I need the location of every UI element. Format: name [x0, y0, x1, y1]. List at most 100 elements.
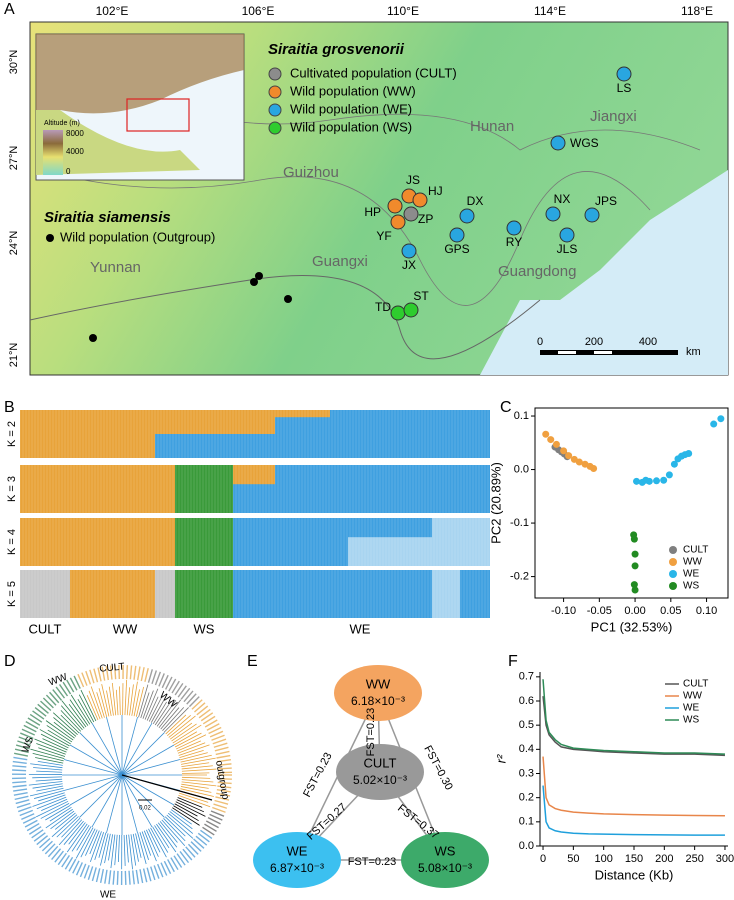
tip-label: [213, 803, 228, 809]
province: Guangdong: [498, 263, 576, 280]
tip-label: [51, 848, 62, 860]
tree-branch: [80, 828, 96, 858]
site: [401, 243, 417, 259]
tip-label: [132, 870, 135, 885]
line: [542, 785, 725, 836]
tree-branch: [119, 686, 121, 716]
province: Yunnan: [90, 259, 141, 276]
tree-branch: [172, 724, 202, 744]
tip-label: [12, 769, 27, 772]
admixture-block: [20, 570, 70, 618]
tree-branch: [77, 699, 93, 724]
tip-label: [49, 691, 60, 704]
y-tick-label: 0.1: [514, 410, 529, 422]
legend-label: WW: [683, 557, 702, 568]
tip-label: [27, 717, 41, 726]
admixture-block: [175, 465, 233, 513]
tip-label: [150, 866, 156, 881]
tree-branch: [88, 690, 101, 720]
tree-branch: [33, 767, 63, 771]
legend-label: WE: [683, 703, 699, 714]
legend-label: CULT: [683, 679, 708, 690]
tree-branch: [174, 732, 202, 748]
x-tick-label: 0.10: [696, 605, 717, 617]
point: [590, 464, 598, 472]
legend-marker: [669, 570, 677, 578]
tree-branch: [121, 744, 175, 776]
tip-label: [112, 870, 115, 885]
tip-label: [139, 869, 144, 884]
panel-letter: D: [4, 653, 16, 670]
x-tick-label: 300: [716, 853, 734, 865]
tip-label: [161, 674, 169, 689]
site-label: JS: [406, 173, 420, 187]
tree-branch: [139, 832, 149, 860]
tip-label: [14, 748, 29, 754]
y-tick-label: 0.5: [519, 719, 534, 731]
map-bg: [29, 21, 729, 376]
province: Hunan: [470, 118, 514, 135]
tip-label: [81, 672, 88, 686]
tree-branch: [158, 699, 182, 728]
k-label: K = 5: [6, 581, 18, 607]
tip-label: [214, 799, 229, 805]
tip-label: [171, 680, 180, 694]
tree-branch: [80, 689, 97, 722]
tree-branch: [63, 759, 123, 776]
tip-label: [206, 723, 220, 731]
tip-label: [12, 780, 27, 784]
tree-branch: [179, 749, 204, 759]
legend-dot: [268, 85, 282, 99]
tree-branch: [163, 818, 186, 842]
site-label: YF: [376, 229, 391, 243]
tree-branch: [106, 774, 123, 834]
tree-branch: [68, 704, 87, 728]
site: [390, 214, 406, 230]
tip-label: [193, 838, 205, 849]
site: [403, 206, 419, 222]
admixture-block: [233, 465, 490, 513]
tip-label: [101, 666, 106, 681]
tree-branch: [162, 707, 185, 731]
tip-label: [197, 832, 210, 843]
tree-branch: [160, 707, 180, 730]
admixture-block: [20, 518, 175, 566]
tree-branch: [121, 722, 153, 776]
site-label: HP: [364, 205, 381, 219]
tip-label: [19, 809, 33, 817]
node: [334, 665, 422, 721]
tip-label: [212, 738, 227, 745]
tree-branch: [30, 748, 65, 760]
tree-branch: [175, 801, 206, 817]
panel-letter: F: [508, 653, 518, 670]
tip-label: [213, 742, 228, 748]
tree-branch: [70, 694, 91, 725]
site: [449, 227, 465, 243]
species-title: Siraitia siamensis: [44, 209, 171, 226]
node-value: 5.02×10⁻³: [353, 773, 407, 787]
tip-label: [217, 767, 232, 770]
clade-label: WE: [100, 890, 116, 900]
x-tick-label: 0.05: [660, 605, 681, 617]
tip-label: [154, 671, 161, 686]
tree-branch: [180, 788, 214, 797]
legend-dot: [268, 121, 282, 135]
legend-label: WS: [683, 581, 699, 592]
tree-branch: [75, 827, 94, 859]
x-tick-label: 150: [625, 853, 643, 865]
tip-label: [15, 744, 30, 750]
tree-branch: [36, 770, 63, 773]
tree-branch: [115, 689, 119, 716]
tree-branch: [52, 712, 78, 735]
lon-label: 102°E: [96, 4, 129, 18]
tree-branch: [69, 699, 89, 726]
tip-label: [55, 686, 66, 699]
point: [710, 420, 718, 428]
site-label: GPS: [444, 242, 469, 256]
species-title: Siraitia grosvenorii: [268, 41, 405, 58]
tree-branch: [181, 768, 217, 772]
legend-marker: [669, 546, 677, 554]
province: Guangxi: [312, 253, 368, 270]
tip-label: [105, 666, 110, 681]
tree-branch: [38, 792, 65, 802]
